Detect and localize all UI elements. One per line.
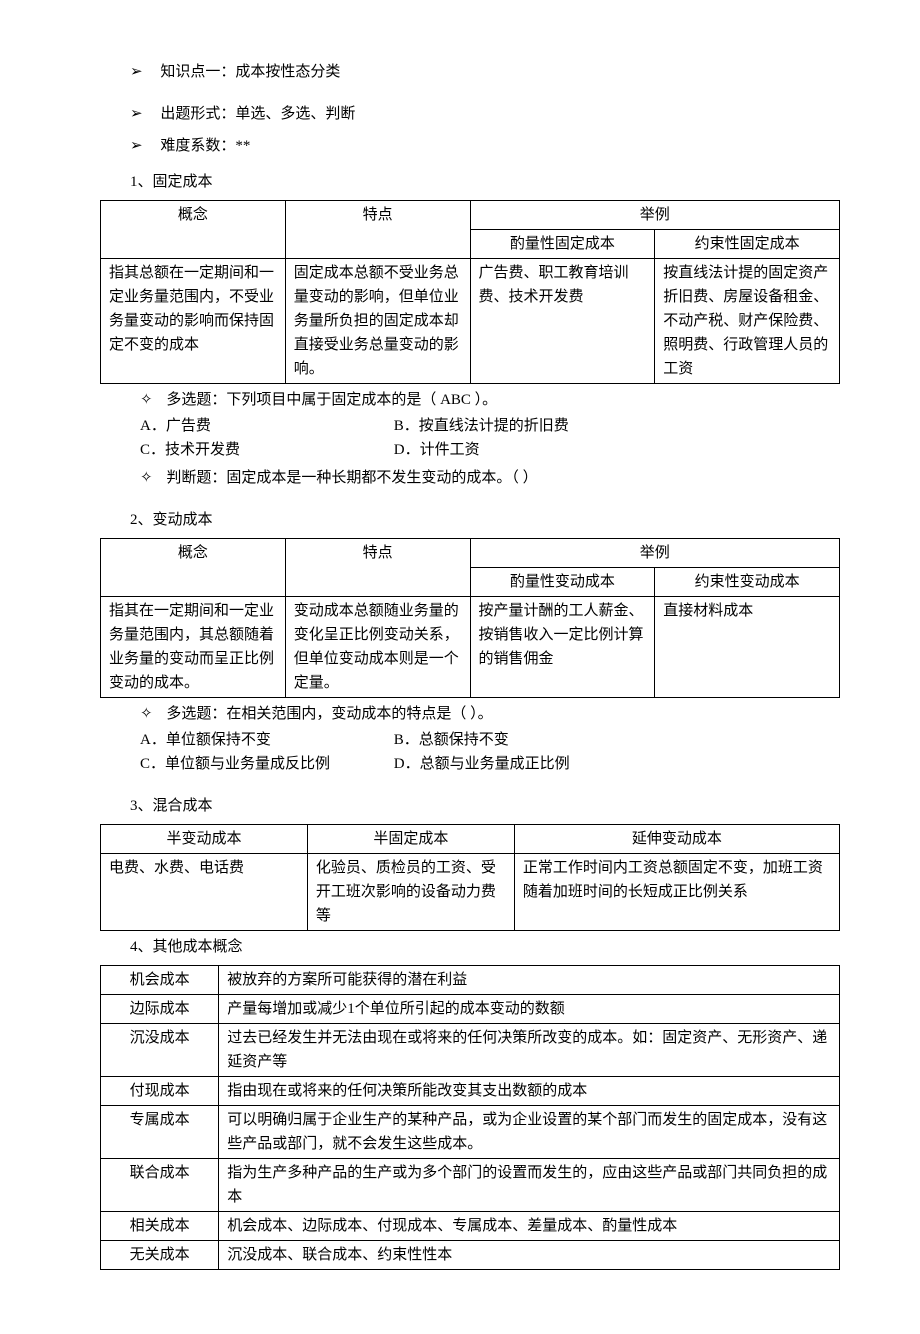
cost-desc: 产量每增加或减少1个单位所引起的成本变动的数额 <box>219 995 840 1024</box>
option-a: A．广告费 <box>140 414 390 438</box>
section-1-heading: 1、固定成本 <box>130 170 840 194</box>
th-example-b: 约束性固定成本 <box>655 230 840 259</box>
table-mixed-cost: 半变动成本 半固定成本 延伸变动成本 电费、水费、电话费 化验员、质检员的工资、… <box>100 824 840 931</box>
table-row: 无关成本沉没成本、联合成本、约束性性本 <box>101 1241 840 1270</box>
table-row: 相关成本机会成本、边际成本、付现成本、专属成本、差量成本、酌量性成本 <box>101 1212 840 1241</box>
td-extended-variable: 正常工作时间内工资总额固定不变，加班工资随着加班时间的长短成正比例关系 <box>514 854 839 931</box>
option-b: B．按直线法计提的折旧费 <box>394 414 569 438</box>
th-semi-fixed: 半固定成本 <box>307 825 514 854</box>
bullet-text: 出题形式：单选、多选、判断 <box>160 106 355 122</box>
td-concept: 指其在一定期间和一定业务量范围内，其总额随着业务量的变动而呈正比例变动的成本。 <box>101 597 286 698</box>
td-semi-fixed: 化验员、质检员的工资、受开工班次影响的设备动力费等 <box>307 854 514 931</box>
table-row: 沉没成本过去已经发生并无法由现在或将来的任何决策所改变的成本。如：固定资产、无形… <box>101 1024 840 1077</box>
table-row: 付现成本指由现在或将来的任何决策所能改变其支出数额的成本 <box>101 1077 840 1106</box>
arrow-icon: ➢ <box>130 105 143 122</box>
option-b: B．总额保持不变 <box>394 728 509 752</box>
question-stem: 判断题：固定成本是一种长期都不发生变动的成本。（ ） <box>166 470 537 486</box>
cost-name: 机会成本 <box>101 966 219 995</box>
cost-name: 相关成本 <box>101 1212 219 1241</box>
cost-name: 无关成本 <box>101 1241 219 1270</box>
diamond-icon: ✧ <box>140 392 153 408</box>
cost-desc: 沉没成本、联合成本、约束性性本 <box>219 1241 840 1270</box>
td-example-a: 按产量计酬的工人薪金、按销售收入一定比例计算的销售佣金 <box>470 597 655 698</box>
cost-desc: 过去已经发生并无法由现在或将来的任何决策所改变的成本。如：固定资产、无形资产、递… <box>219 1024 840 1077</box>
option-c: C．技术开发费 <box>140 438 390 462</box>
option-d: D．总额与业务量成正比例 <box>394 752 570 776</box>
cost-name: 专属成本 <box>101 1106 219 1159</box>
question-stem: 多选题：下列项目中属于固定成本的是（ ABC ）。 <box>166 392 497 408</box>
td-feature: 固定成本总额不受业务总量变动的影响，但单位业务量所负担的固定成本却直接受业务总量… <box>285 259 470 384</box>
th-example-a: 酌量性变动成本 <box>470 568 655 597</box>
th-semi-variable: 半变动成本 <box>101 825 308 854</box>
table-row: 联合成本指为生产多种产品的生产或为多个部门的设置而发生的，应由这些产品或部门共同… <box>101 1159 840 1212</box>
question-3: ✧ 多选题：在相关范围内，变动成本的特点是（ ）。 <box>140 702 840 726</box>
th-extended-variable: 延伸变动成本 <box>514 825 839 854</box>
table-variable-cost: 概念 特点 举例 酌量性变动成本 约束性变动成本 指其在一定期间和一定业务量范围… <box>100 538 840 698</box>
cost-name: 边际成本 <box>101 995 219 1024</box>
question-stem: 多选题：在相关范围内，变动成本的特点是（ ）。 <box>166 706 492 722</box>
table-row: 边际成本产量每增加或减少1个单位所引起的成本变动的数额 <box>101 995 840 1024</box>
th-example: 举例 <box>470 201 840 230</box>
th-concept: 概念 <box>101 539 286 597</box>
td-example-b: 按直线法计提的固定资产折旧费、房屋设备租金、不动产税、财产保险费、照明费、行政管… <box>655 259 840 384</box>
td-feature: 变动成本总额随业务量的变化呈正比例变动关系，但单位变动成本则是一个定量。 <box>285 597 470 698</box>
arrow-icon: ➢ <box>130 137 143 154</box>
cost-desc: 指由现在或将来的任何决策所能改变其支出数额的成本 <box>219 1077 840 1106</box>
cost-desc: 指为生产多种产品的生产或为多个部门的设置而发生的，应由这些产品或部门共同负担的成… <box>219 1159 840 1212</box>
bullet-text: 难度系数：** <box>160 138 250 154</box>
th-example-a: 酌量性固定成本 <box>470 230 655 259</box>
question-1-options-row1: A．广告费 B．按直线法计提的折旧费 <box>140 414 840 438</box>
section-3-heading: 3、混合成本 <box>130 794 840 818</box>
th-feature: 特点 <box>285 201 470 259</box>
td-example-b: 直接材料成本 <box>655 597 840 698</box>
diamond-icon: ✧ <box>140 470 153 486</box>
section-2-heading: 2、变动成本 <box>130 508 840 532</box>
bullet-question-form: ➢ 出题形式：单选、多选、判断 <box>130 102 840 126</box>
option-c: C．单位额与业务量成反比例 <box>140 752 390 776</box>
td-concept: 指其总额在一定期间和一定业务量范围内，不受业务量变动的影响而保持固定不变的成本 <box>101 259 286 384</box>
cost-name: 付现成本 <box>101 1077 219 1106</box>
option-d: D．计件工资 <box>394 438 480 462</box>
table-other-costs: 机会成本被放弃的方案所可能获得的潜在利益边际成本产量每增加或减少1个单位所引起的… <box>100 965 840 1270</box>
cost-desc: 被放弃的方案所可能获得的潜在利益 <box>219 966 840 995</box>
td-example-a: 广告费、职工教育培训费、技术开发费 <box>470 259 655 384</box>
table-row: 专属成本可以明确归属于企业生产的某种产品，或为企业设置的某个部门而发生的固定成本… <box>101 1106 840 1159</box>
table-row: 机会成本被放弃的方案所可能获得的潜在利益 <box>101 966 840 995</box>
diamond-icon: ✧ <box>140 706 153 722</box>
cost-desc: 机会成本、边际成本、付现成本、专属成本、差量成本、酌量性成本 <box>219 1212 840 1241</box>
td-semi-variable: 电费、水费、电话费 <box>101 854 308 931</box>
bullet-difficulty: ➢ 难度系数：** <box>130 134 840 158</box>
bullet-text: 知识点一：成本按性态分类 <box>160 64 340 80</box>
cost-name: 沉没成本 <box>101 1024 219 1077</box>
question-3-options-row2: C．单位额与业务量成反比例 D．总额与业务量成正比例 <box>140 752 840 776</box>
table-fixed-cost: 概念 特点 举例 酌量性固定成本 约束性固定成本 指其总额在一定期间和一定业务量… <box>100 200 840 384</box>
cost-desc: 可以明确归属于企业生产的某种产品，或为企业设置的某个部门而发生的固定成本，没有这… <box>219 1106 840 1159</box>
bullet-knowledge-point: ➢ 知识点一：成本按性态分类 <box>130 60 840 84</box>
th-concept: 概念 <box>101 201 286 259</box>
arrow-icon: ➢ <box>130 63 143 80</box>
question-3-options-row1: A．单位额保持不变 B．总额保持不变 <box>140 728 840 752</box>
th-example-b: 约束性变动成本 <box>655 568 840 597</box>
question-1-options-row2: C．技术开发费 D．计件工资 <box>140 438 840 462</box>
question-2: ✧ 判断题：固定成本是一种长期都不发生变动的成本。（ ） <box>140 466 840 490</box>
option-a: A．单位额保持不变 <box>140 728 390 752</box>
th-feature: 特点 <box>285 539 470 597</box>
section-4-heading: 4、其他成本概念 <box>130 935 840 959</box>
th-example: 举例 <box>470 539 840 568</box>
question-1: ✧ 多选题：下列项目中属于固定成本的是（ ABC ）。 <box>140 388 840 412</box>
cost-name: 联合成本 <box>101 1159 219 1212</box>
